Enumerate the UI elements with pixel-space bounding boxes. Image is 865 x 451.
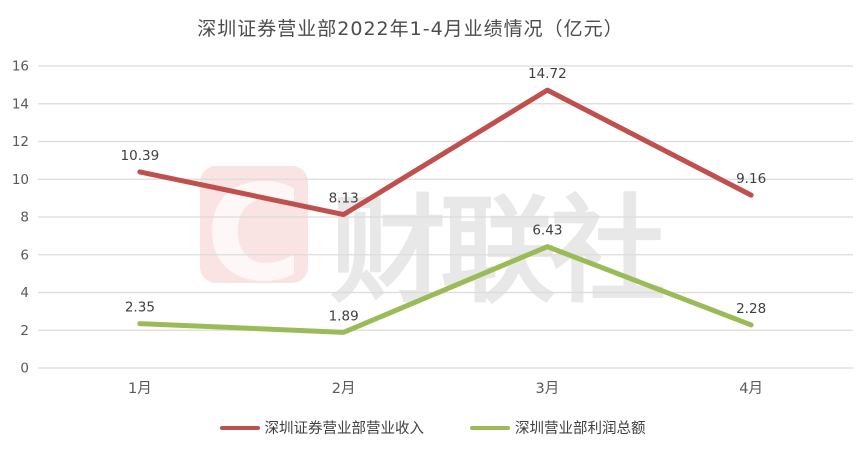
legend-marker [219,425,260,430]
chart-title: 深圳证券营业部2022年1-4月业绩情况（亿元） [197,18,624,40]
y-tick-label: 12 [12,134,29,150]
data-label: 2.35 [125,300,155,316]
data-label: 6.43 [532,223,562,239]
watermark-logo-box [200,166,308,283]
y-tick-label: 16 [12,59,29,75]
data-label: 10.39 [121,148,160,164]
legend: 深圳证券营业部营业收入 深圳营业部利润总额 [0,417,865,438]
y-tick-label: 0 [20,361,29,377]
data-label: 1.89 [329,308,359,324]
data-label: 14.72 [528,66,567,82]
data-label: 8.13 [329,191,359,207]
x-tick-label: 1月 [128,381,152,397]
series-line-1 [137,244,754,335]
series-line-0 [137,87,754,218]
data-label: 9.16 [736,171,766,187]
y-tick-label: 6 [20,247,29,263]
y-tick-label: 14 [12,96,29,112]
legend-item-1: 深圳营业部利润总额 [470,417,646,438]
legend-item-0: 深圳证券营业部营业收入 [219,417,425,438]
legend-label: 深圳营业部利润总额 [515,421,646,437]
legend-marker [470,425,510,430]
x-tick-label: 2月 [332,381,356,397]
legend-label: 深圳证券营业部营业收入 [264,421,425,437]
x-tick-label: 3月 [536,381,560,397]
y-tick-label: 2 [20,323,29,339]
data-label: 2.28 [736,301,766,317]
watermark-text: 财联社 [330,184,664,319]
watermark-logo-letter: C [206,157,303,311]
x-tick-label: 4月 [739,381,763,397]
y-tick-label: 4 [20,285,29,301]
y-tick-label: 10 [12,172,29,188]
y-tick-label: 8 [20,210,29,226]
